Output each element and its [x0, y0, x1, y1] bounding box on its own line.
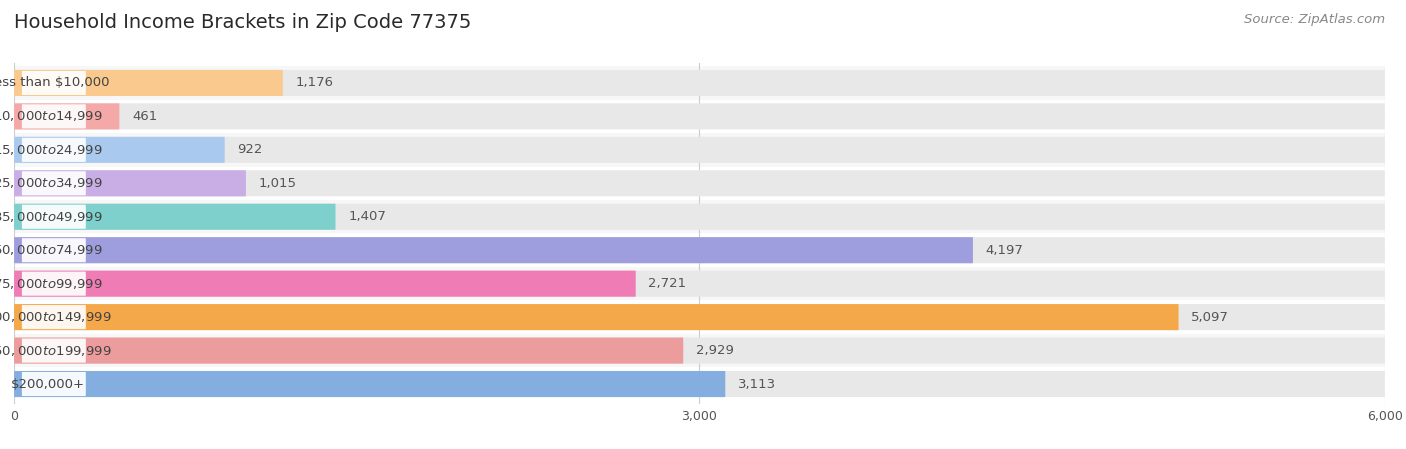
FancyBboxPatch shape — [22, 272, 86, 296]
Bar — [14, 133, 1385, 167]
Text: 461: 461 — [132, 110, 157, 123]
FancyBboxPatch shape — [14, 371, 725, 397]
Text: 2,929: 2,929 — [696, 344, 734, 357]
FancyBboxPatch shape — [14, 304, 1178, 330]
Text: 4,197: 4,197 — [986, 244, 1024, 257]
FancyBboxPatch shape — [14, 237, 1385, 263]
FancyBboxPatch shape — [14, 338, 1385, 364]
Text: $200,000+: $200,000+ — [11, 378, 86, 391]
FancyBboxPatch shape — [14, 271, 1385, 297]
FancyBboxPatch shape — [22, 305, 86, 329]
FancyBboxPatch shape — [22, 104, 86, 128]
Text: $25,000 to $34,999: $25,000 to $34,999 — [0, 176, 103, 190]
Text: 1,176: 1,176 — [295, 76, 333, 89]
FancyBboxPatch shape — [22, 171, 86, 195]
FancyBboxPatch shape — [14, 338, 683, 364]
Bar — [14, 334, 1385, 367]
FancyBboxPatch shape — [14, 70, 1385, 96]
FancyBboxPatch shape — [22, 205, 86, 229]
FancyBboxPatch shape — [14, 70, 283, 96]
FancyBboxPatch shape — [14, 103, 120, 129]
FancyBboxPatch shape — [14, 371, 1385, 397]
FancyBboxPatch shape — [22, 71, 86, 95]
Text: Source: ZipAtlas.com: Source: ZipAtlas.com — [1244, 13, 1385, 26]
Text: $10,000 to $14,999: $10,000 to $14,999 — [0, 110, 103, 123]
FancyBboxPatch shape — [14, 204, 1385, 230]
FancyBboxPatch shape — [14, 170, 246, 196]
Bar — [14, 233, 1385, 267]
FancyBboxPatch shape — [14, 304, 1385, 330]
Text: 922: 922 — [238, 143, 263, 156]
FancyBboxPatch shape — [22, 339, 86, 363]
Text: $15,000 to $24,999: $15,000 to $24,999 — [0, 143, 103, 157]
FancyBboxPatch shape — [22, 238, 86, 262]
Text: 3,113: 3,113 — [738, 378, 776, 391]
Text: $75,000 to $99,999: $75,000 to $99,999 — [0, 277, 103, 291]
Text: 1,015: 1,015 — [259, 177, 297, 190]
Bar — [14, 100, 1385, 133]
Bar — [14, 300, 1385, 334]
FancyBboxPatch shape — [14, 271, 636, 297]
Bar — [14, 367, 1385, 401]
FancyBboxPatch shape — [14, 137, 1385, 163]
FancyBboxPatch shape — [22, 138, 86, 162]
FancyBboxPatch shape — [22, 372, 86, 396]
FancyBboxPatch shape — [14, 170, 1385, 196]
FancyBboxPatch shape — [14, 103, 1385, 129]
Text: $150,000 to $199,999: $150,000 to $199,999 — [0, 343, 111, 357]
FancyBboxPatch shape — [14, 204, 336, 230]
Text: $35,000 to $49,999: $35,000 to $49,999 — [0, 210, 103, 224]
Text: 1,407: 1,407 — [349, 210, 387, 223]
Bar — [14, 167, 1385, 200]
Text: 2,721: 2,721 — [648, 277, 686, 290]
Text: Household Income Brackets in Zip Code 77375: Household Income Brackets in Zip Code 77… — [14, 13, 471, 32]
Bar — [14, 267, 1385, 300]
Text: $50,000 to $74,999: $50,000 to $74,999 — [0, 243, 103, 257]
Text: 5,097: 5,097 — [1191, 311, 1229, 324]
Text: $100,000 to $149,999: $100,000 to $149,999 — [0, 310, 111, 324]
Bar — [14, 66, 1385, 100]
FancyBboxPatch shape — [14, 237, 973, 263]
FancyBboxPatch shape — [14, 137, 225, 163]
Bar — [14, 200, 1385, 233]
Text: Less than $10,000: Less than $10,000 — [0, 76, 110, 89]
